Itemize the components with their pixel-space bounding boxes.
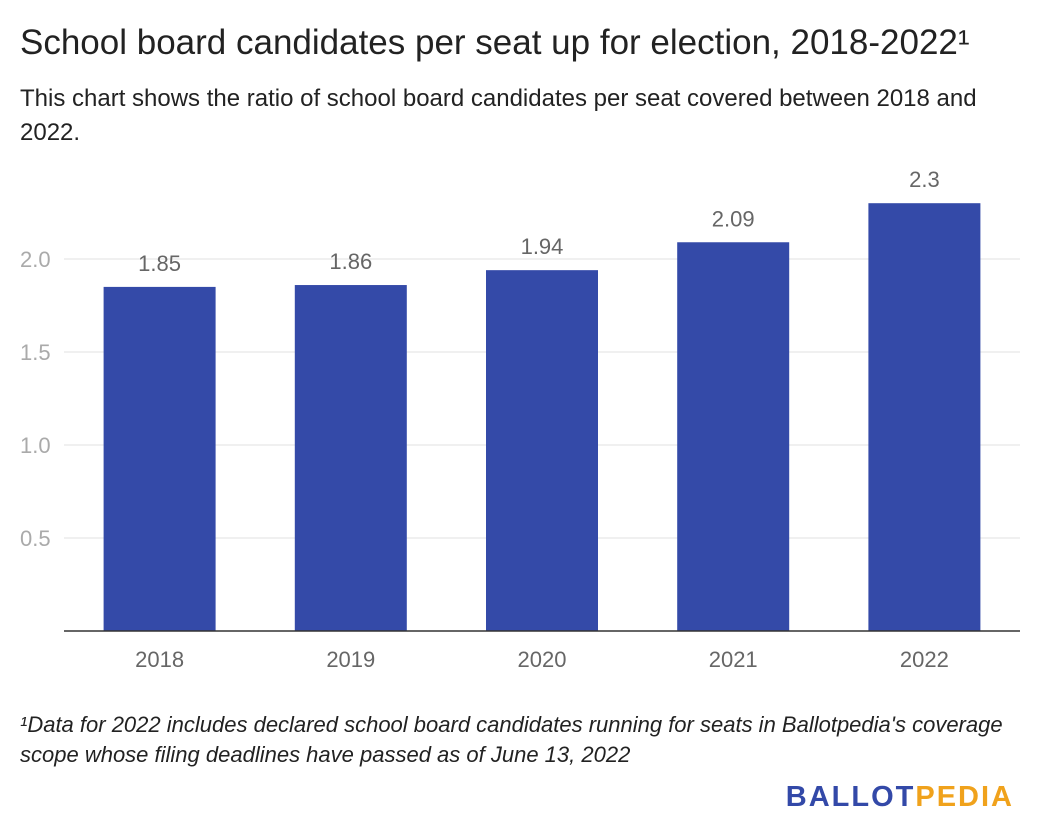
x-tick-label: 2022: [900, 647, 949, 672]
footnote: ¹Data for 2022 includes declared school …: [20, 712, 1003, 767]
x-tick-label: 2020: [518, 647, 567, 672]
chart-subtitle: This chart shows the ratio of school boa…: [20, 85, 977, 146]
bar-2019: [294, 285, 407, 631]
ballotpedia-logo: BALLOTPEDIA: [786, 780, 1014, 814]
y-axis-tick-labels: 0.5 1.0 1.5 2.0: [20, 247, 51, 551]
y-tick-label: 1.5: [20, 340, 51, 365]
data-label: 2.09: [712, 206, 755, 231]
x-tick-label: 2019: [326, 647, 375, 672]
data-label: 1.86: [329, 249, 372, 274]
bar-2021: [677, 242, 790, 631]
bar-chart: 0.51.01.52.0 1.85 1.861.942.092.3 2018 201…: [20, 167, 1020, 672]
x-axis-tick-labels: 2018 2019 2020 2021 2022: [135, 647, 949, 672]
logo-text-pedia: PEDIA: [915, 781, 1014, 813]
chart-title: School board candidates per seat up for …: [20, 23, 970, 62]
bar-2020: [486, 270, 598, 631]
y-tick-label: 1.0: [20, 433, 51, 458]
bar-2018: [103, 286, 216, 631]
y-tick-label: 0.5: [20, 526, 51, 551]
data-label: 1.85: [138, 251, 181, 276]
data-label: 1.94: [521, 234, 564, 259]
data-labels: 1.85 1.86 1.94 2.09 2.3: [138, 167, 940, 276]
x-tick-label: 2021: [709, 647, 758, 672]
x-tick-label: 2018: [135, 647, 184, 672]
bars: [103, 203, 981, 631]
y-tick-label: 2.0: [20, 247, 51, 272]
bar-2022: [868, 203, 981, 631]
data-label: 2.3: [909, 167, 940, 192]
logo-text-ballot: BALLOT: [785, 781, 916, 813]
